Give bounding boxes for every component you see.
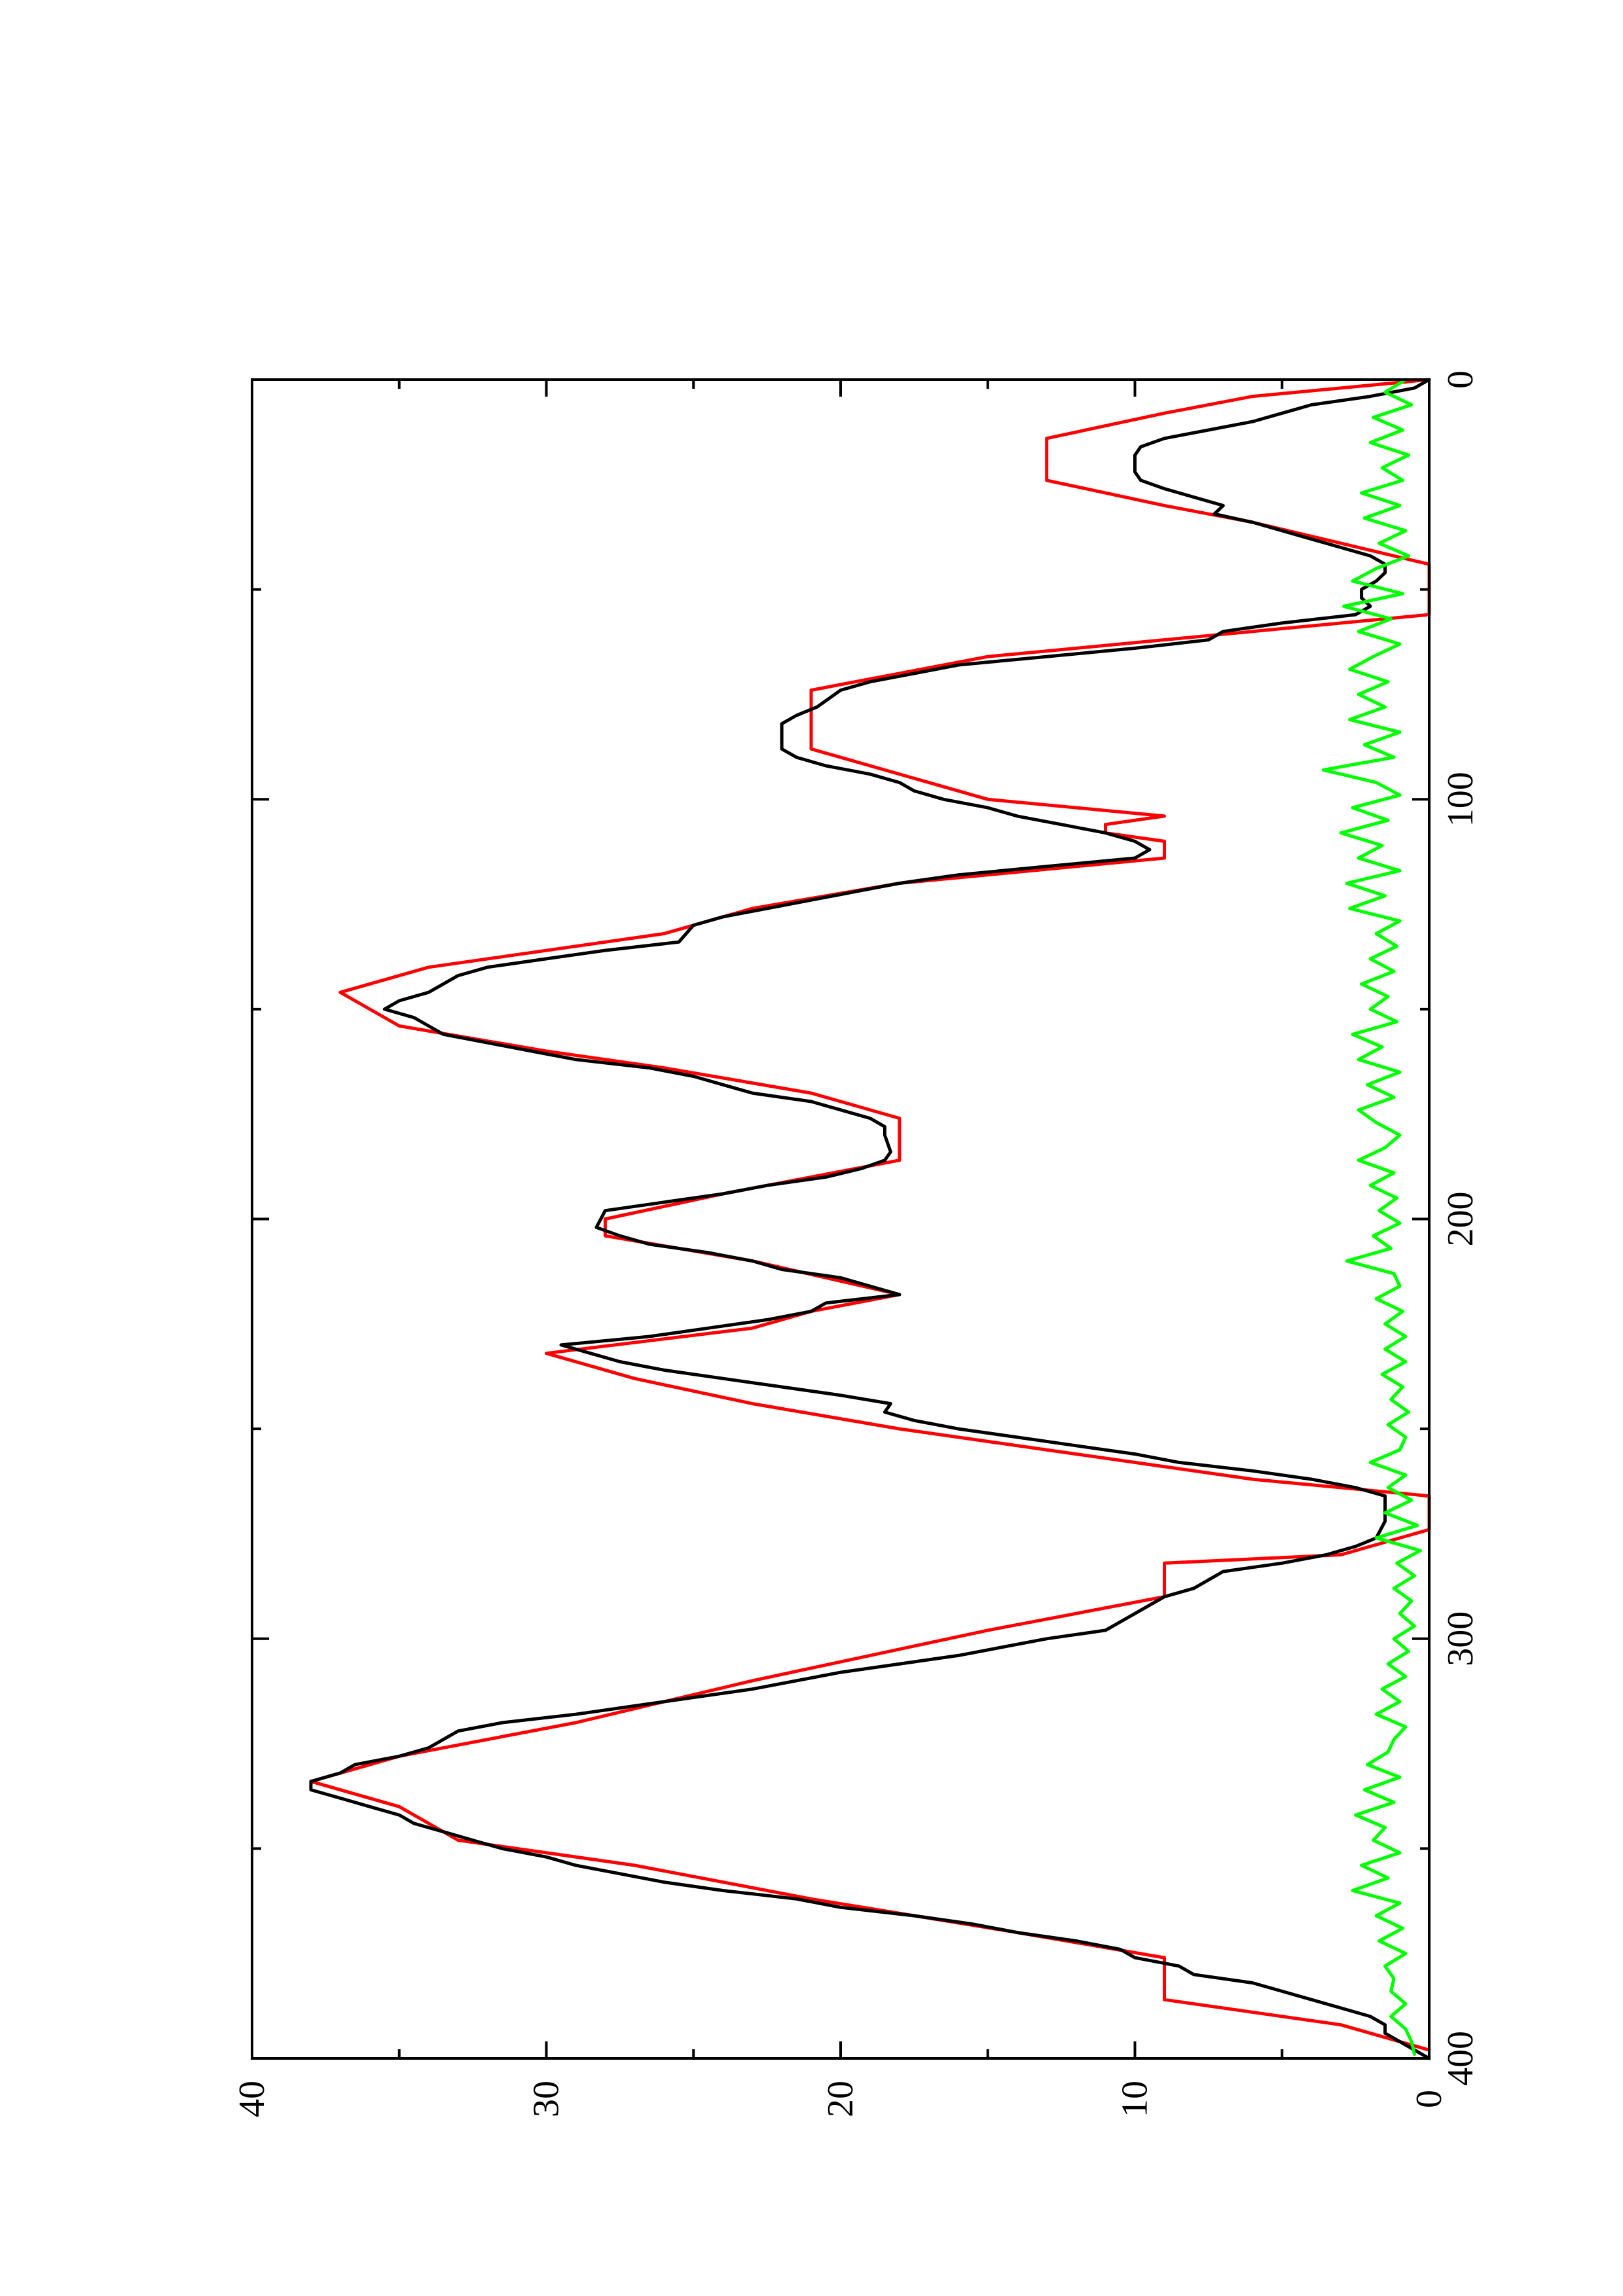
series-line-2 [309,378,1431,2060]
y-tick-label: 40 [232,2081,272,2117]
x-tick-label: 300 [1440,1611,1481,1666]
y-tick-label: 0 [1409,2090,1450,2108]
y-tick-label: 10 [1115,2081,1156,2117]
series-line-3 [1321,378,1422,2056]
x-tick-label: 0 [1440,370,1481,389]
x-tick-label: 400 [1440,2031,1481,2086]
series-line-1 [309,378,1431,2052]
axes-layer: 0 100 200 300 400 0 10 20 30 40 [232,370,1481,2117]
x-tick-label: 200 [1440,1192,1481,1247]
series-layer [309,378,1431,2060]
y-tick-label: 20 [820,2081,861,2117]
x-tick-label: 100 [1440,772,1481,827]
y-tick-label: 30 [526,2081,567,2117]
